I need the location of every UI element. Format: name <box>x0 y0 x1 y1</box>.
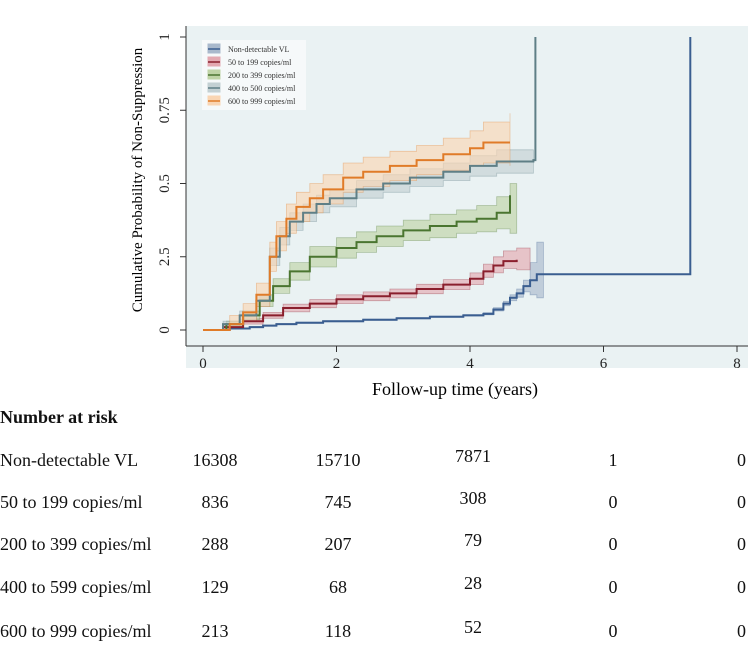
risk-cell: 0 <box>737 621 746 641</box>
y-tick-label: 1 <box>157 33 173 41</box>
legend-label: 50 to 199 copies/ml <box>228 58 292 67</box>
x-axis-label: Follow-up time (years) <box>372 379 538 400</box>
band-600-to-999-copies-ml <box>203 113 511 331</box>
risk-cell: 213 <box>201 621 229 641</box>
risk-cell: 0 <box>608 577 618 597</box>
risk-cell: 0 <box>737 492 746 512</box>
risk-table-title: Number at risk <box>0 407 118 427</box>
x-tick-label: 2 <box>333 356 341 372</box>
confidence-bands <box>203 113 544 331</box>
risk-cell: 7871 <box>455 446 491 466</box>
risk-cell: 28 <box>464 573 482 593</box>
km-chart: 0 2 4 6 8 0 2.5 0.5 0.75 1 Follow-up time (years… <box>130 26 748 400</box>
risk-cell: 79 <box>464 530 482 550</box>
y-tick-label: 0 <box>157 326 173 334</box>
line-200-to-399-copies-ml <box>203 195 511 331</box>
risk-cell: 0 <box>737 577 746 597</box>
x-tick-label: 4 <box>466 356 474 372</box>
risk-row-label: Non-detectable VL <box>0 450 139 470</box>
band-200-to-399-copies-ml <box>203 183 518 331</box>
y-axis-label: Cumulative Probability of Non-Suppressio… <box>130 47 146 312</box>
risk-row-label: 600 to 999 copies/ml <box>0 621 152 641</box>
risk-cell: 129 <box>201 577 229 597</box>
legend-label: Non-detectable VL <box>228 45 289 54</box>
legend: Non-detectable VL 50 to 199 copies/ml 200 … <box>202 40 306 110</box>
x-tick-label: 0 <box>199 356 207 372</box>
band-50-to-199-copies-ml <box>203 247 531 331</box>
line-non-detectable-vl <box>203 37 692 331</box>
risk-cell: 0 <box>608 621 618 641</box>
y-tick-label: 2.5 <box>157 247 173 266</box>
line-600-to-999-copies-ml <box>203 141 510 331</box>
risk-row-label: 50 to 199 copies/ml <box>0 492 143 512</box>
risk-cell: 0 <box>737 450 746 470</box>
risk-row-label: 200 to 399 copies/ml <box>0 534 152 554</box>
risk-cell: 0 <box>608 492 618 512</box>
risk-cell: 118 <box>324 621 352 641</box>
x-tick-label: 6 <box>600 356 608 372</box>
risk-row: 600 to 999 copies/ml 213 118 52 0 0 <box>0 617 750 645</box>
survival-lines <box>203 37 692 331</box>
risk-cell: 1 <box>608 450 618 470</box>
legend-label: 200 to 399 copies/ml <box>228 71 296 80</box>
risk-row: 200 to 399 copies/ml 288 207 79 0 0 <box>0 530 750 558</box>
risk-row-label: 400 to 599 copies/ml <box>0 577 152 597</box>
risk-cell: 288 <box>201 534 229 554</box>
legend-label: 400 to 500 copies/ml <box>228 84 296 93</box>
risk-row: 400 to 599 copies/ml 129 68 28 0 0 <box>0 573 750 601</box>
risk-cell: 207 <box>324 534 352 554</box>
y-tick-label: 0.75 <box>157 97 173 123</box>
risk-cell: 308 <box>459 488 487 508</box>
risk-cell: 16308 <box>192 450 238 470</box>
legend-label: 600 to 999 copies/ml <box>228 97 296 106</box>
risk-cell: 52 <box>464 617 482 637</box>
y-axis-ticks: 0 2.5 0.5 0.75 1 <box>157 33 186 334</box>
risk-row: Non-detectable VL 16308 15710 7871 1 0 <box>0 446 750 474</box>
risk-cell: 836 <box>201 492 229 512</box>
x-axis-ticks: 0 2 4 6 8 <box>199 346 741 372</box>
risk-row: 50 to 199 copies/ml 836 745 308 0 0 <box>0 488 750 516</box>
risk-cell: 745 <box>324 492 352 512</box>
risk-cell: 0 <box>737 534 746 554</box>
x-tick-label: 8 <box>733 356 741 372</box>
risk-cell: 0 <box>608 534 618 554</box>
risk-cell: 68 <box>329 577 347 597</box>
risk-cell: 15710 <box>315 450 361 470</box>
y-tick-label: 0.5 <box>157 174 173 193</box>
line-50-to-199-copies-ml <box>203 259 518 331</box>
